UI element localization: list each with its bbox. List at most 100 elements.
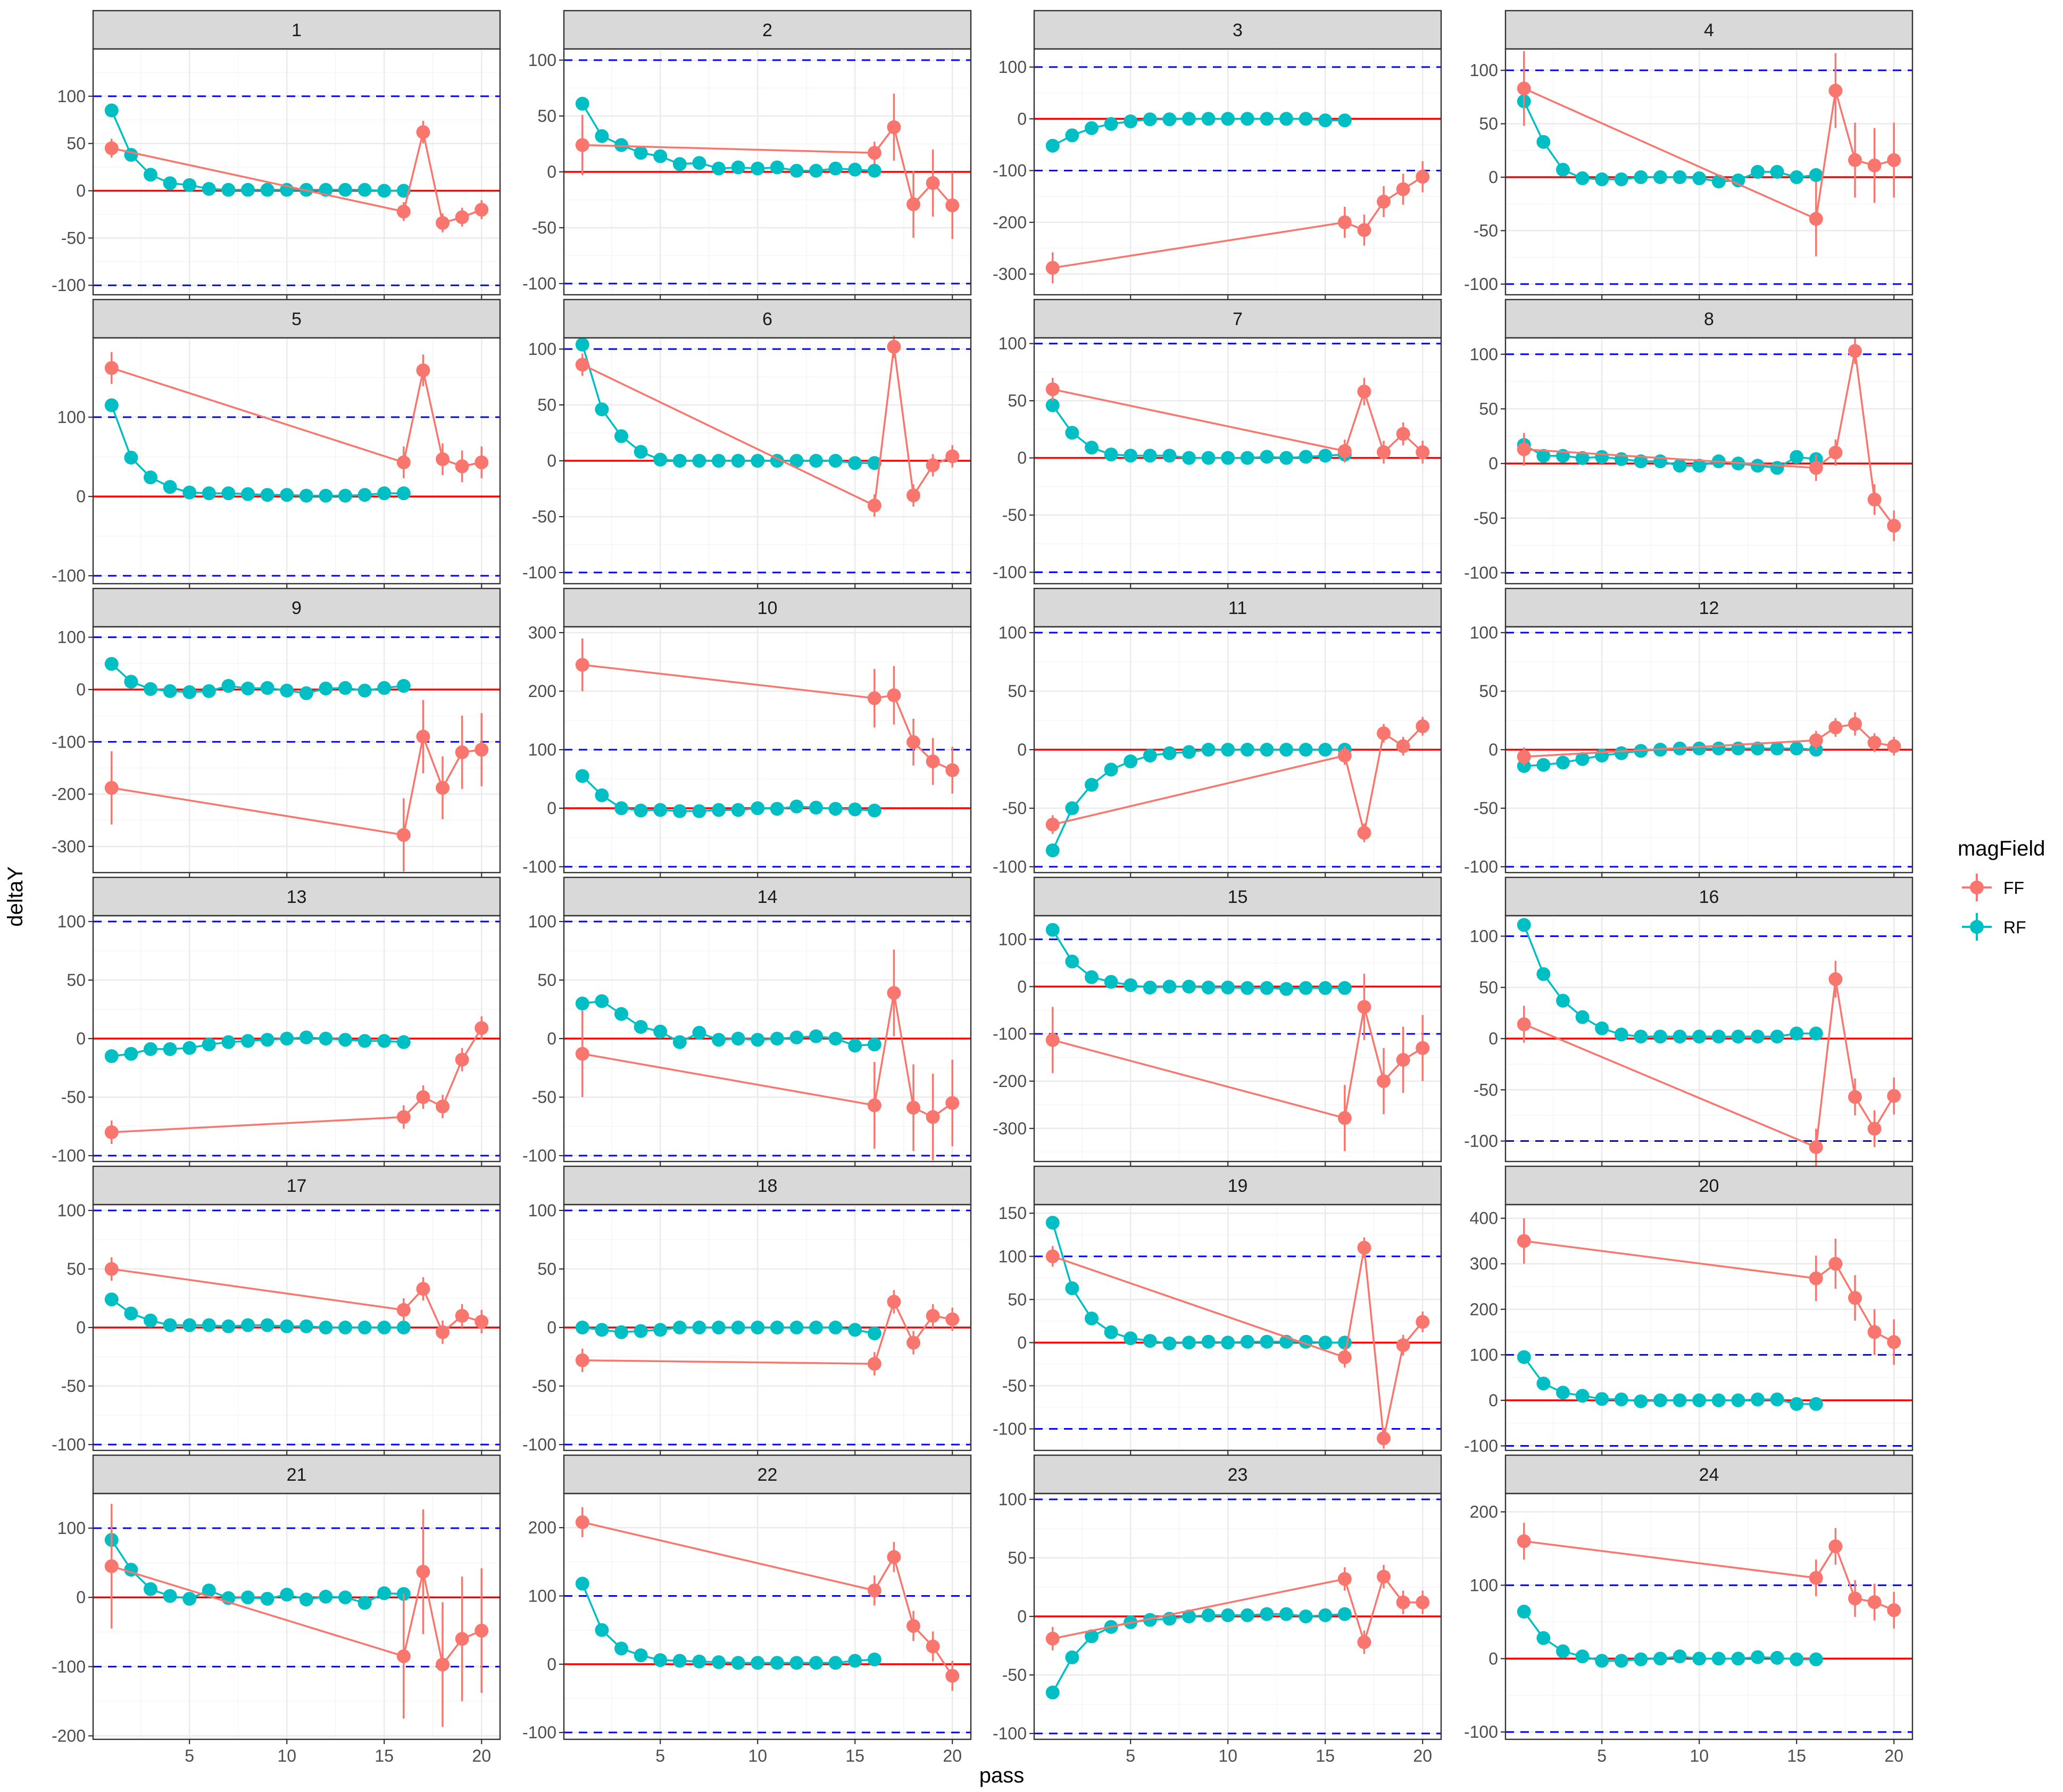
data-point-rf <box>828 1321 843 1334</box>
data-point-ff <box>1337 215 1352 229</box>
facet-panel-22: 22 -100 0 100 200 5 10 15 20 <box>522 1454 972 1765</box>
y-tick-label: 100 <box>528 339 556 359</box>
series-line-ff <box>582 663 953 771</box>
series-line-rf <box>111 1298 404 1329</box>
data-point-ff <box>1416 1595 1430 1610</box>
data-point-ff <box>455 745 469 759</box>
y-tick-label: 100 <box>57 912 86 931</box>
series-line-rf <box>1052 1613 1345 1693</box>
x-tick-label: 20 <box>1413 1746 1432 1765</box>
data-point-rf <box>828 161 843 176</box>
data-point-ff <box>1809 461 1823 475</box>
y-tick-label: 0 <box>1488 1649 1498 1668</box>
x-tick-label: 10 <box>1218 1746 1237 1765</box>
data-point-rf <box>1575 451 1590 465</box>
data-point-ff <box>906 1619 921 1633</box>
series-line-ff <box>1524 87 1894 220</box>
data-point-rf <box>299 1319 313 1333</box>
series-line-rf <box>111 1539 404 1604</box>
series-rf <box>1045 398 1352 465</box>
series-line-rf <box>1052 929 1345 990</box>
data-point-rf <box>377 1586 392 1600</box>
data-point-rf <box>614 1325 628 1339</box>
data-point-ff <box>1377 726 1391 741</box>
data-point-rf <box>614 1007 628 1021</box>
data-point-ff <box>1517 1534 1531 1548</box>
data-point-rf <box>1104 975 1118 989</box>
data-point-ff <box>455 459 469 474</box>
facet-strip-label: 7 <box>1233 309 1243 329</box>
data-point-rf <box>751 1321 765 1334</box>
data-point-rf <box>143 1582 157 1596</box>
data-point-rf <box>1221 112 1235 126</box>
data-point-rf <box>260 1591 274 1606</box>
data-point-rf <box>124 675 138 689</box>
data-point-ff <box>1396 739 1410 753</box>
legend: magField FF RF <box>1958 837 2045 941</box>
data-point-rf <box>1279 743 1294 757</box>
facet-strip-label: 19 <box>1228 1176 1248 1196</box>
facet-strip <box>1504 10 1914 50</box>
data-point-ff <box>906 1335 921 1350</box>
data-point-rf <box>1595 1392 1609 1406</box>
facet-strip-label: 20 <box>1699 1176 1719 1196</box>
data-point-rf <box>1790 1026 1804 1041</box>
data-point-rf <box>1770 741 1784 756</box>
data-point-rf <box>1692 171 1707 186</box>
data-point-rf <box>260 681 274 695</box>
y-tick-label: 100 <box>1470 927 1498 946</box>
data-point-rf <box>1711 741 1726 756</box>
data-point-rf <box>1614 1027 1628 1042</box>
y-tick-label: 0 <box>76 487 86 506</box>
series-line-rf <box>1052 1222 1345 1345</box>
data-point-rf <box>1692 1030 1707 1044</box>
data-point-rf <box>1595 1654 1609 1668</box>
series-ff <box>1045 974 1430 1151</box>
data-point-rf <box>1731 1393 1745 1407</box>
series-ff <box>1517 1218 1901 1365</box>
series-ff <box>104 1016 489 1144</box>
data-point-rf <box>575 769 589 783</box>
data-point-rf <box>614 138 628 152</box>
data-point-rf <box>867 456 881 470</box>
data-point-rf <box>1595 749 1609 762</box>
data-point-rf <box>1692 459 1707 473</box>
data-point-rf <box>1614 746 1628 760</box>
data-point-rf <box>1751 165 1765 179</box>
y-tick-label: 50 <box>1479 399 1498 418</box>
y-tick-label: 0 <box>547 1655 556 1674</box>
data-point-ff <box>416 1282 430 1296</box>
data-point-rf <box>377 681 392 695</box>
y-tick-label: 0 <box>1017 109 1027 128</box>
data-point-ff <box>1416 719 1430 733</box>
data-point-rf <box>575 1321 589 1334</box>
data-point-ff <box>1337 749 1352 762</box>
data-point-rf <box>260 488 274 502</box>
y-tick-label: -100 <box>522 274 556 293</box>
data-point-rf <box>163 1589 177 1603</box>
data-point-rf <box>240 487 255 501</box>
data-point-rf <box>731 803 745 817</box>
data-point-rf <box>848 456 862 470</box>
y-tick-label: -200 <box>993 1072 1027 1091</box>
data-point-rf <box>711 1033 726 1047</box>
data-point-rf <box>1711 175 1726 189</box>
data-point-rf <box>396 1321 411 1334</box>
gridlines <box>93 627 500 873</box>
data-point-rf <box>789 454 804 468</box>
data-point-ff <box>867 691 881 706</box>
series-line-rf <box>1052 118 1345 147</box>
data-point-rf <box>1124 114 1138 129</box>
y-tick-label: 50 <box>1479 978 1498 997</box>
data-point-ff <box>1848 1591 1862 1606</box>
y-tick-label: 400 <box>1470 1209 1498 1228</box>
series-line-ff <box>1524 979 1895 1149</box>
data-point-rf <box>299 686 313 700</box>
series-line-rf <box>1052 749 1345 851</box>
facet-strip-label: 6 <box>762 309 772 329</box>
data-point-rf <box>1162 746 1177 760</box>
data-point-rf <box>789 799 804 814</box>
legend-key-ff-point <box>1970 881 1984 894</box>
y-tick-label: -100 <box>52 1657 86 1676</box>
data-point-ff <box>455 1632 469 1646</box>
